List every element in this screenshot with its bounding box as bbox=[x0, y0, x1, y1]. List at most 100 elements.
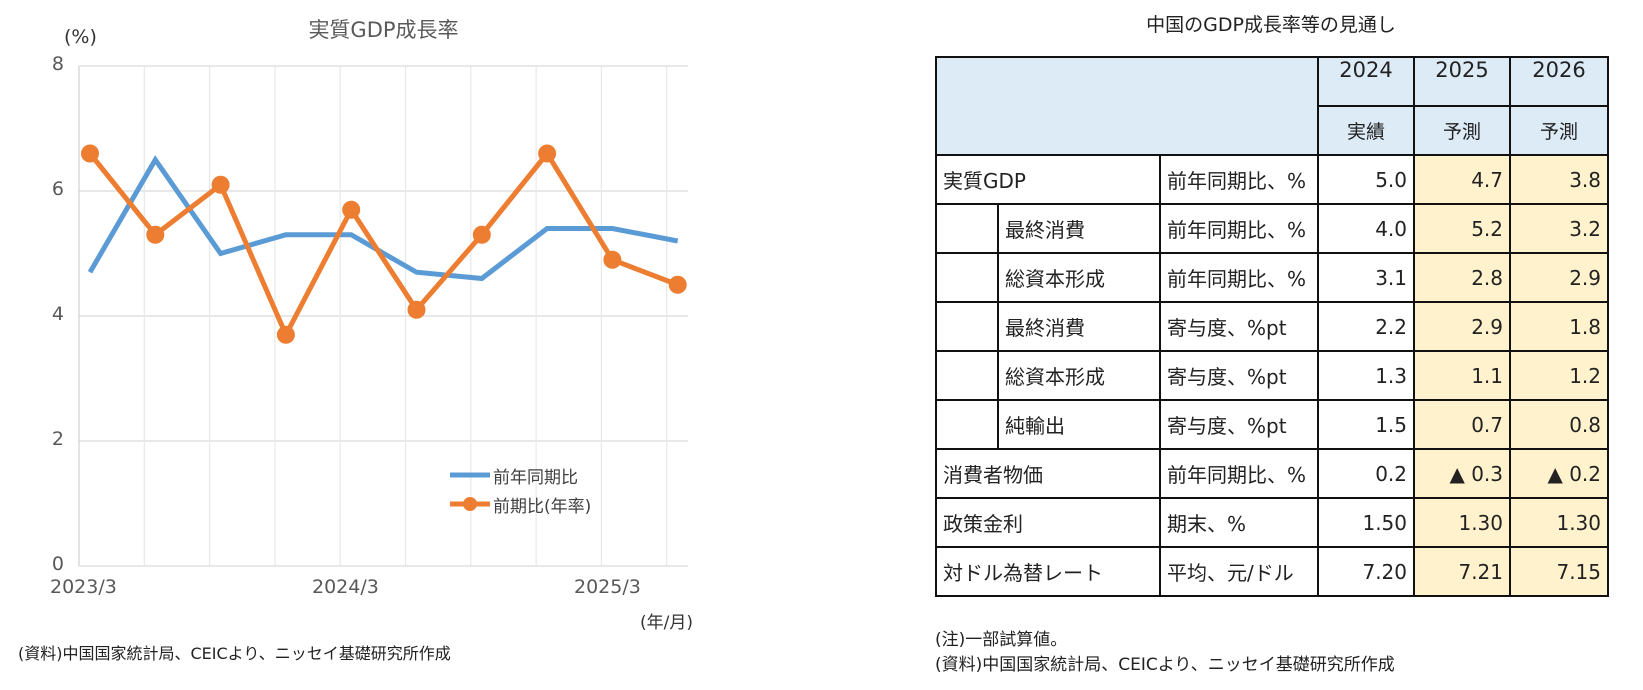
table-row: 最終消費 寄与度、%pt 2.2 2.9 1.8 bbox=[935, 301, 1609, 352]
value-2024: 1.3 bbox=[1317, 350, 1415, 401]
indent-spacer bbox=[935, 301, 999, 352]
value-2024: 5.0 bbox=[1317, 154, 1415, 205]
x-tick-2024-3: 2024/3 bbox=[312, 576, 379, 598]
header-year-2025: 2025 bbox=[1413, 56, 1511, 107]
legend-label-yoy: 前年同期比 bbox=[493, 468, 578, 488]
y-tick-2: 2 bbox=[51, 428, 64, 450]
indent-spacer bbox=[935, 399, 999, 450]
x-axis-unit: (年/月) bbox=[640, 613, 693, 633]
value-2024: 7.20 bbox=[1317, 546, 1415, 597]
data-point-marker bbox=[211, 175, 230, 194]
header-type-2026: 予測 bbox=[1509, 105, 1609, 156]
table-source-note: (資料)中国国家統計局、CEICより、ニッセイ基礎研究所作成 bbox=[935, 655, 1395, 675]
row-unit: 寄与度、%pt bbox=[1159, 399, 1319, 450]
data-point-marker bbox=[407, 300, 426, 319]
row-label: 対ドル為替レート bbox=[935, 546, 1161, 597]
indent-spacer bbox=[935, 203, 999, 254]
y-axis-unit: (%) bbox=[64, 26, 97, 48]
row-label: 最終消費 bbox=[997, 203, 1161, 254]
data-point-marker bbox=[472, 225, 491, 244]
row-unit: 寄与度、%pt bbox=[1159, 301, 1319, 352]
table-row: 実質GDP 前年同期比、% 5.0 4.7 3.8 bbox=[935, 154, 1609, 205]
row-label: 消費者物価 bbox=[935, 448, 1161, 499]
row-label: 総資本形成 bbox=[997, 252, 1161, 303]
data-point-marker bbox=[538, 144, 557, 163]
chart-legend bbox=[450, 472, 490, 511]
row-unit: 期末、% bbox=[1159, 497, 1319, 548]
row-label: 政策金利 bbox=[935, 497, 1161, 548]
row-unit: 寄与度、%pt bbox=[1159, 350, 1319, 401]
table-header-blank bbox=[935, 56, 1319, 156]
value-2025: 0.7 bbox=[1413, 399, 1511, 450]
row-label: 純輸出 bbox=[997, 399, 1161, 450]
row-unit: 前年同期比、% bbox=[1159, 154, 1319, 205]
header-year-2024: 2024 bbox=[1317, 56, 1415, 107]
value-2026: ▲ 0.2 bbox=[1509, 448, 1609, 499]
value-2024: 2.2 bbox=[1317, 301, 1415, 352]
table-row: 消費者物価 前年同期比、% 0.2 ▲ 0.3 ▲ 0.2 bbox=[935, 448, 1609, 499]
data-point-marker bbox=[81, 144, 99, 163]
table-note: (注)一部試算値。 bbox=[935, 630, 1068, 650]
row-label: 実質GDP bbox=[935, 154, 1161, 204]
value-2024: 1.5 bbox=[1317, 399, 1415, 450]
y-tick-6: 6 bbox=[51, 178, 64, 200]
header-year-2026: 2026 bbox=[1509, 56, 1609, 107]
chart-source-note: (資料)中国国家統計局、CEICより、ニッセイ基礎研究所作成 bbox=[18, 644, 451, 663]
x-tick-2025-3: 2025/3 bbox=[574, 576, 641, 598]
value-2026: 7.15 bbox=[1509, 546, 1609, 597]
indent-spacer bbox=[935, 252, 999, 303]
table-header-row-years: 2024 2025 2026 bbox=[935, 56, 1609, 156]
value-2024: 1.50 bbox=[1317, 497, 1415, 548]
forecast-table: 2024 2025 2026 実績 予測 予測 実質GDP 前年同期比、% 5.0 4… bbox=[935, 56, 1609, 597]
value-2026: 1.30 bbox=[1509, 497, 1609, 548]
value-2025: 2.9 bbox=[1413, 301, 1511, 352]
data-point-marker bbox=[603, 250, 622, 269]
value-2026: 3.2 bbox=[1509, 203, 1609, 254]
value-2026: 0.8 bbox=[1509, 399, 1609, 450]
chart-title: 実質GDP成長率 bbox=[308, 18, 459, 42]
value-2025: 1.1 bbox=[1413, 350, 1511, 401]
value-2025: 4.7 bbox=[1413, 154, 1511, 205]
value-2025: 2.8 bbox=[1413, 252, 1511, 303]
value-2026: 3.8 bbox=[1509, 154, 1609, 205]
data-point-marker bbox=[146, 225, 165, 244]
header-type-2025: 予測 bbox=[1413, 105, 1511, 156]
data-point-marker bbox=[342, 200, 361, 219]
value-2024: 4.0 bbox=[1317, 203, 1415, 254]
chart-series bbox=[81, 144, 687, 344]
data-point-marker bbox=[668, 275, 687, 294]
series-line-qoq-annualized bbox=[88, 149, 679, 341]
value-2026: 1.8 bbox=[1509, 301, 1609, 352]
table-row: 総資本形成 寄与度、%pt 1.3 1.1 1.2 bbox=[935, 350, 1609, 401]
table-row: 最終消費 前年同期比、% 4.0 5.2 3.2 bbox=[935, 203, 1609, 254]
row-unit: 平均、元/ドル bbox=[1159, 546, 1319, 597]
line-chart bbox=[78, 65, 688, 567]
row-unit: 前年同期比、% bbox=[1159, 203, 1319, 254]
row-label: 最終消費 bbox=[997, 301, 1161, 352]
y-tick-4: 4 bbox=[51, 303, 64, 325]
table-row: 純輸出 寄与度、%pt 1.5 0.7 0.8 bbox=[935, 399, 1609, 450]
value-2025: ▲ 0.3 bbox=[1413, 448, 1511, 499]
value-2025: 7.21 bbox=[1413, 546, 1511, 597]
row-label: 総資本形成 bbox=[997, 350, 1161, 401]
table-row: 政策金利 期末、% 1.50 1.30 1.30 bbox=[935, 497, 1609, 548]
row-unit: 前年同期比、% bbox=[1159, 252, 1319, 303]
row-unit: 前年同期比、% bbox=[1159, 448, 1319, 499]
value-2024: 0.2 bbox=[1317, 448, 1415, 499]
data-point-marker bbox=[276, 325, 295, 344]
table-header-row-types: 実績 予測 予測 bbox=[936, 105, 1609, 156]
table-row: 対ドル為替レート 平均、元/ドル 7.20 7.21 7.15 bbox=[935, 546, 1609, 597]
indent-spacer bbox=[935, 350, 999, 401]
chart-grid bbox=[78, 65, 688, 567]
y-tick-8: 8 bbox=[51, 53, 64, 75]
value-2025: 5.2 bbox=[1413, 203, 1511, 254]
value-2026: 2.9 bbox=[1509, 252, 1609, 303]
value-2025: 1.30 bbox=[1413, 497, 1511, 548]
value-2024: 3.1 bbox=[1317, 252, 1415, 303]
y-tick-0: 0 bbox=[51, 553, 64, 575]
table-row: 総資本形成 前年同期比、% 3.1 2.8 2.9 bbox=[935, 252, 1609, 303]
value-2026: 1.2 bbox=[1509, 350, 1609, 401]
x-tick-2023-3: 2023/3 bbox=[50, 576, 117, 598]
header-type-2024: 実績 bbox=[1317, 105, 1415, 156]
table-title: 中国のGDP成長率等の見通し bbox=[1146, 14, 1396, 36]
